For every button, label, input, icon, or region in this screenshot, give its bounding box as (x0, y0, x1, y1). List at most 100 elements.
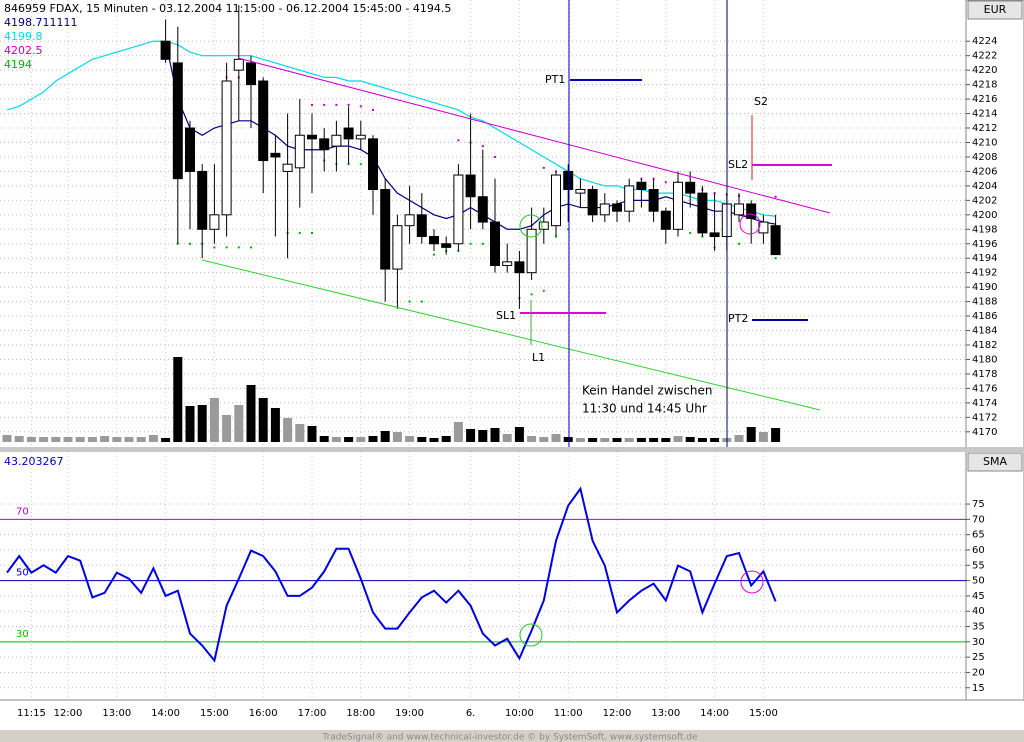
volume-bar (307, 426, 317, 442)
candle-body (197, 170, 208, 230)
sar-dot (250, 246, 252, 249)
volume-bar (758, 432, 768, 442)
candle-body (490, 221, 500, 266)
sar-dot (494, 155, 496, 158)
candle-body (282, 163, 293, 172)
entry-circle (519, 214, 543, 238)
sar-dot (189, 242, 191, 245)
rsi-tick-label: 70 (972, 514, 985, 525)
panel-separator (0, 447, 1024, 452)
volume-bar (87, 437, 97, 442)
volume-bar (429, 438, 439, 442)
note: Kein Handel zwischen (582, 384, 712, 398)
sar-dot (689, 231, 692, 234)
volume-bar (331, 437, 341, 442)
sar-dot (359, 163, 362, 166)
rsi-line (6, 486, 777, 663)
volume-bar (466, 429, 476, 442)
candle-body (258, 80, 269, 162)
sar-dot (359, 105, 362, 108)
sar-dot (738, 242, 740, 245)
chart-title: 846959 FDAX, 15 Minuten - 03.12.2004 11:… (4, 2, 451, 15)
volume-bar (685, 437, 695, 442)
legend-entry: 4198.711111 (4, 16, 77, 29)
legend-entry: 4194 (4, 58, 32, 71)
volume-bar (148, 435, 158, 442)
candle-body (746, 203, 757, 219)
sar-dot (311, 103, 313, 106)
sar-dot (213, 246, 216, 249)
candle-body (343, 127, 354, 140)
y-tick-label: 4216 (972, 94, 997, 105)
x-tick-label: 15:00 (749, 708, 778, 719)
candle-body (392, 225, 403, 270)
sar-dot (530, 293, 533, 296)
sar-dot (420, 300, 423, 303)
candle-body (270, 152, 281, 158)
candle-body (368, 138, 378, 191)
y-tick-label: 4210 (972, 137, 997, 148)
candle-body (416, 214, 427, 238)
volume-bar (270, 408, 280, 442)
y-tick-label: 4186 (972, 311, 997, 322)
rsi-level-label: 50 (16, 568, 29, 579)
volume-bar (392, 432, 402, 442)
volume-bar (124, 437, 134, 442)
sar-dot (774, 195, 777, 198)
x-tick-label: 17:00 (298, 708, 327, 719)
x-tick-label: 11:00 (554, 708, 583, 719)
candle-body (624, 185, 635, 212)
volume-bar (417, 437, 427, 442)
sar-dot (774, 257, 777, 260)
candle-body (209, 214, 220, 230)
rsi-tick-label: 60 (972, 545, 985, 556)
rsi-tick-label: 45 (972, 591, 985, 602)
volume-bar (539, 437, 549, 442)
candle-body (612, 203, 622, 212)
candle-body (429, 236, 439, 245)
candle-body (587, 189, 598, 216)
note: 11:30 und 14:45 Uhr (582, 402, 707, 416)
sar-dot (469, 242, 472, 245)
x-tick-label: 13:00 (102, 708, 131, 719)
y-tick-label: 4180 (972, 354, 997, 365)
volume-bar (453, 422, 463, 442)
rsi-exit-circle (740, 570, 764, 594)
y-tick-label: 4200 (972, 210, 997, 221)
sar-dot (298, 231, 301, 234)
y-tick-label: 4196 (972, 239, 997, 250)
candle-body (660, 210, 671, 230)
candle-body (404, 214, 415, 227)
y-tick-label: 4170 (972, 427, 997, 438)
volume-bar (636, 438, 646, 442)
x-tick-label: 19:00 (395, 708, 424, 719)
volume-bar (575, 438, 585, 442)
volume-bar (478, 430, 488, 442)
volume-bar (588, 438, 598, 442)
x-tick-label: 12:00 (54, 708, 83, 719)
x-tick-label: 11:15 (17, 708, 46, 719)
y-tick-label: 4188 (972, 297, 997, 308)
sar-dot (237, 246, 240, 249)
volume-bar (673, 436, 683, 442)
volume-bar (26, 437, 36, 442)
candle-body (185, 127, 195, 172)
x-tick-label: 14:00 (700, 708, 729, 719)
resistance-line (237, 57, 831, 214)
price-axis-panel (965, 0, 1024, 701)
candle-body (734, 203, 744, 216)
y-tick-label: 4192 (972, 268, 997, 279)
volume-bar (746, 427, 756, 442)
rsi-tick-label: 25 (972, 652, 985, 663)
sar-dot (481, 145, 484, 148)
candle-body (709, 232, 720, 238)
candle-body (526, 228, 537, 274)
rsi-entry-circle (519, 623, 543, 647)
rsi-level-label: 30 (16, 629, 29, 640)
volume-bar (612, 438, 622, 442)
sar-dot (408, 300, 411, 303)
rsi-tick-label: 30 (972, 637, 985, 648)
volume-bar (368, 436, 378, 442)
candle-body (221, 80, 232, 216)
